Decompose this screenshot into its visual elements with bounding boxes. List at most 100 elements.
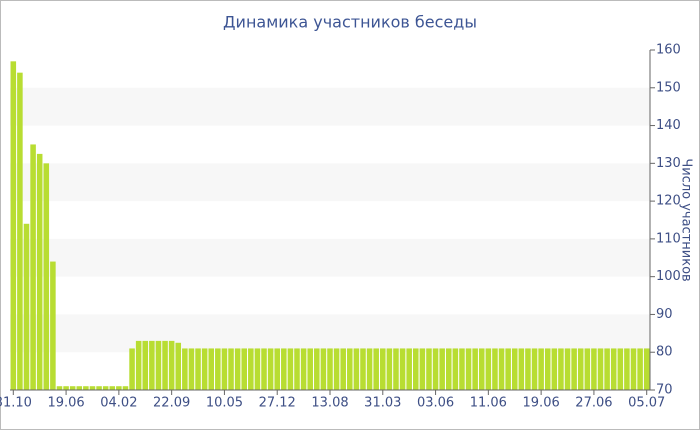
x-tick-label: 04.02 — [100, 396, 137, 411]
y-tick-label: 130 — [656, 156, 681, 171]
x-tick-label: 05.07 — [628, 396, 665, 411]
bar — [69, 386, 76, 390]
y-tick-label: 150 — [656, 80, 681, 95]
bar — [215, 348, 221, 390]
bar — [188, 348, 195, 390]
bar — [30, 144, 36, 390]
bar — [340, 348, 346, 390]
bar — [511, 348, 518, 390]
bar — [63, 386, 69, 390]
bar — [564, 348, 571, 390]
bar — [393, 348, 399, 390]
bar — [538, 348, 544, 390]
bar — [135, 340, 142, 390]
bar — [531, 348, 538, 390]
bar — [604, 348, 610, 390]
bar — [36, 153, 43, 390]
bar — [419, 348, 426, 390]
bar — [445, 348, 452, 390]
bar — [155, 340, 162, 390]
bar — [558, 348, 564, 390]
bar — [465, 348, 472, 390]
bar — [426, 348, 432, 390]
bar — [478, 348, 485, 390]
y-tick-label: 110 — [656, 231, 681, 246]
bar — [643, 348, 650, 390]
bar — [485, 348, 492, 390]
bar — [182, 348, 188, 390]
bar — [122, 386, 129, 390]
bar — [577, 348, 584, 390]
bar — [10, 61, 17, 390]
bar — [307, 348, 313, 390]
bar — [413, 348, 419, 390]
bar — [248, 348, 254, 390]
bar — [168, 340, 175, 390]
bar — [571, 348, 577, 390]
bar — [551, 348, 558, 390]
bar — [373, 348, 379, 390]
bar — [234, 348, 241, 390]
bar — [228, 348, 234, 390]
x-tick-label: 03.06 — [417, 396, 454, 411]
bar — [116, 386, 122, 390]
bar — [102, 386, 109, 390]
x-tick-label: 19.06 — [47, 396, 84, 411]
bar — [459, 348, 465, 390]
bar — [610, 348, 617, 390]
bar — [241, 348, 247, 390]
bar — [83, 386, 89, 390]
grid-band — [10, 314, 650, 353]
x-tick-label: 31.10 — [0, 396, 32, 411]
y-tick-label: 120 — [656, 194, 681, 209]
bar — [597, 348, 604, 390]
bar — [175, 342, 182, 390]
bar — [498, 348, 505, 390]
bar — [399, 348, 406, 390]
x-tick-label: 11.06 — [470, 396, 507, 411]
grid-band — [10, 87, 650, 126]
y-tick-label: 80 — [656, 345, 673, 360]
y-tick-label: 160 — [656, 43, 681, 58]
bar — [591, 348, 597, 390]
bar — [472, 348, 478, 390]
bar — [360, 348, 366, 390]
bar — [89, 386, 96, 390]
y-tick-label: 70 — [656, 383, 673, 398]
bar — [518, 348, 525, 390]
bar — [630, 348, 637, 390]
bar — [353, 348, 360, 390]
x-tick-label: 13.08 — [311, 396, 348, 411]
bar — [50, 261, 56, 390]
x-tick-label: 27.12 — [259, 396, 296, 411]
bar — [109, 386, 116, 390]
bar — [439, 348, 445, 390]
x-tick-label: 22.09 — [153, 396, 190, 411]
y-tick-label: 100 — [656, 269, 681, 284]
x-tick-label: 31.03 — [364, 396, 401, 411]
bar — [584, 348, 591, 390]
bar — [432, 348, 439, 390]
bar — [221, 348, 228, 390]
bar — [287, 348, 294, 390]
bar — [281, 348, 287, 390]
bar — [637, 348, 643, 390]
bar — [149, 340, 155, 390]
bar — [274, 348, 280, 390]
y-axis-title: Число участников — [679, 158, 694, 281]
bar — [201, 348, 208, 390]
bar — [366, 348, 373, 390]
x-tick-label: 19.06 — [523, 396, 560, 411]
bar — [162, 340, 168, 390]
bar — [96, 386, 102, 390]
bar — [320, 348, 327, 390]
bar — [208, 348, 215, 390]
bar — [386, 348, 393, 390]
bar — [23, 223, 30, 390]
bar — [76, 386, 83, 390]
bar — [327, 348, 333, 390]
bar — [505, 348, 511, 390]
bar — [452, 348, 459, 390]
